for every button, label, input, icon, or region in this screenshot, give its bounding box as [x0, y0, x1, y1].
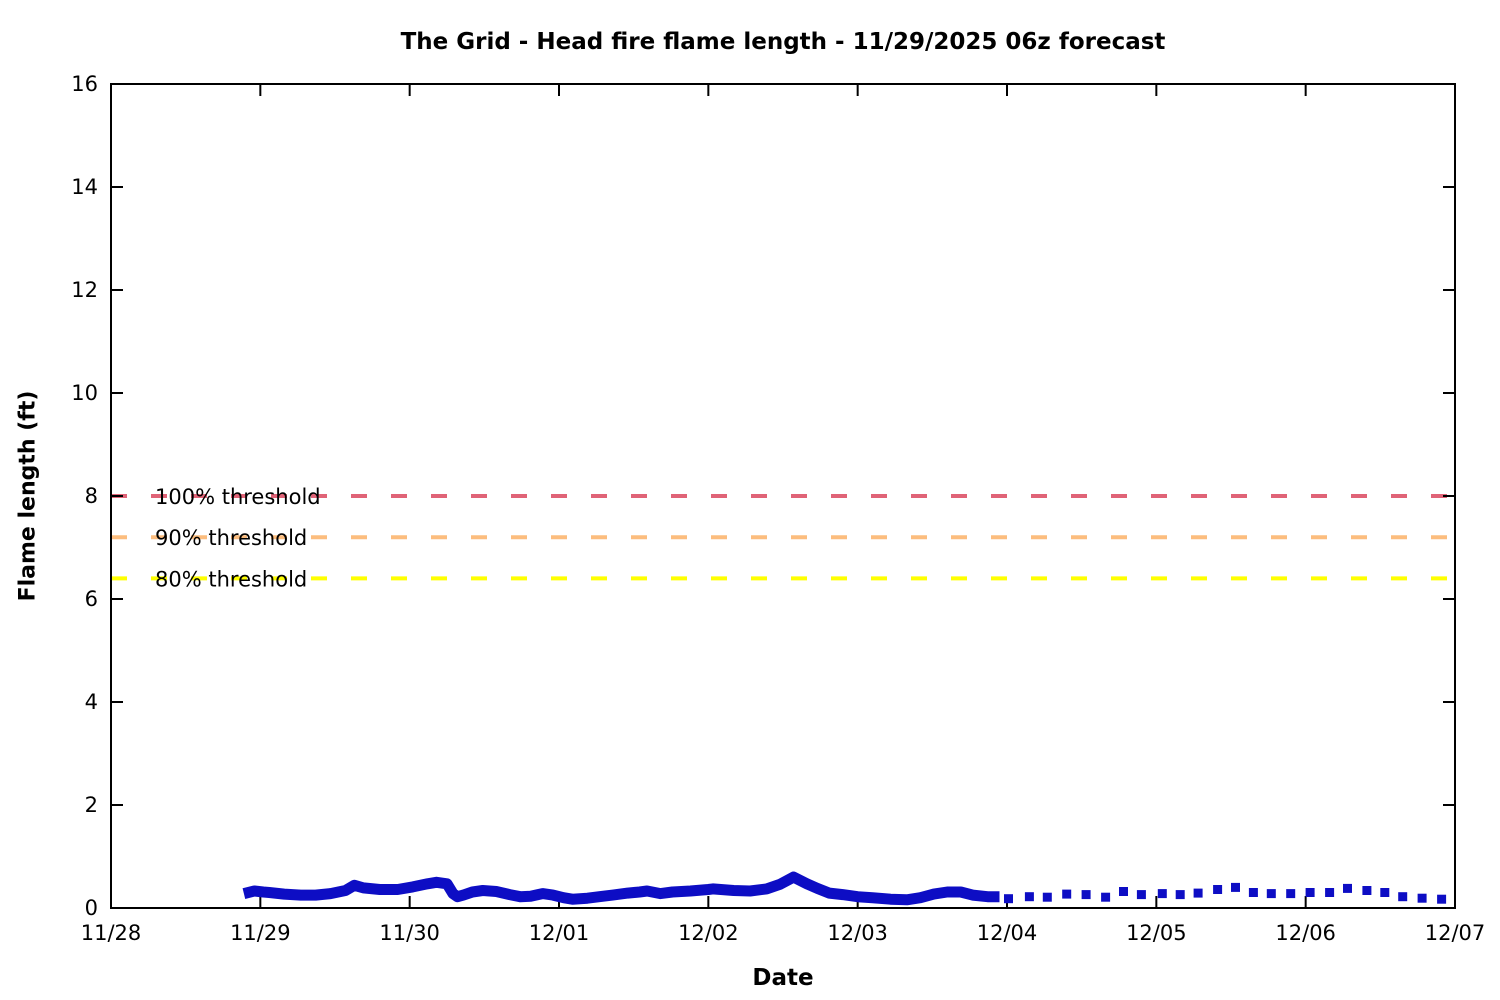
- forecast-point: [1042, 892, 1052, 902]
- x-axis-title: Date: [752, 965, 814, 991]
- forecast-point: [1437, 894, 1447, 904]
- y-tick-label: 10: [71, 381, 98, 405]
- forecast-point: [1213, 885, 1223, 894]
- forecast-point: [1024, 892, 1034, 902]
- x-tick-label: 12/04: [977, 921, 1038, 945]
- forecast-point: [1325, 888, 1335, 897]
- y-tick-label: 8: [85, 484, 98, 508]
- threshold-lines: [111, 494, 1455, 581]
- forecast-point: [1380, 888, 1390, 897]
- y-tick-label: 4: [85, 690, 98, 714]
- forecast-point: [1286, 889, 1296, 899]
- forecast-point: [1193, 888, 1203, 898]
- forecast-point: [1175, 890, 1185, 900]
- tick-labels: 11/28 11/29 11/30 12/01 12/02 12/03 12/04 12/05…: [71, 72, 1485, 945]
- series-forecast-dots: [1004, 882, 1447, 904]
- x-tick-label: 11/28: [81, 921, 142, 945]
- y-tick-label: 0: [85, 896, 98, 920]
- forecast-point: [1417, 893, 1427, 903]
- threshold-label-100pct: 100% threshold: [155, 485, 321, 509]
- y-tick-label: 2: [85, 793, 98, 817]
- threshold-label-90pct: 90% threshold: [155, 526, 307, 550]
- y-tick-label: 6: [85, 587, 98, 611]
- forecast-point: [1305, 888, 1315, 897]
- y-tick-label: 16: [71, 72, 98, 96]
- forecast-point: [1062, 889, 1072, 899]
- y-tick-label: 14: [71, 175, 98, 199]
- chart-title: The Grid - Head fire flame length - 11/2…: [400, 29, 1166, 55]
- x-tick-label: 11/30: [379, 921, 440, 945]
- x-tick-label: 11/29: [230, 921, 291, 945]
- x-tick-label: 12/01: [529, 921, 590, 945]
- forecast-point: [1119, 887, 1128, 896]
- forecast-point: [1266, 889, 1276, 899]
- forecast-point: [1004, 894, 1013, 904]
- series-solid-line: [242, 871, 1000, 906]
- threshold-label-80pct: 80% threshold: [155, 567, 307, 591]
- x-tick-label: 12/02: [678, 921, 739, 945]
- forecast-point: [1398, 892, 1408, 902]
- x-tick-label: 12/03: [827, 921, 888, 945]
- x-tick-label: 12/06: [1275, 921, 1336, 945]
- forecast-point: [1081, 890, 1091, 900]
- y-tick-label: 12: [71, 278, 98, 302]
- forecast-point: [1157, 889, 1167, 899]
- forecast-point: [1343, 883, 1352, 893]
- x-tick-label: 12/05: [1126, 921, 1187, 945]
- forecast-point: [1248, 888, 1258, 897]
- forecast-point: [1136, 890, 1146, 900]
- plot-border: [110, 83, 1456, 909]
- forecast-point: [1101, 892, 1111, 902]
- forecast-point: [1231, 882, 1240, 892]
- x-tick-label: 12/07: [1425, 921, 1486, 945]
- forecast-point: [1362, 886, 1372, 895]
